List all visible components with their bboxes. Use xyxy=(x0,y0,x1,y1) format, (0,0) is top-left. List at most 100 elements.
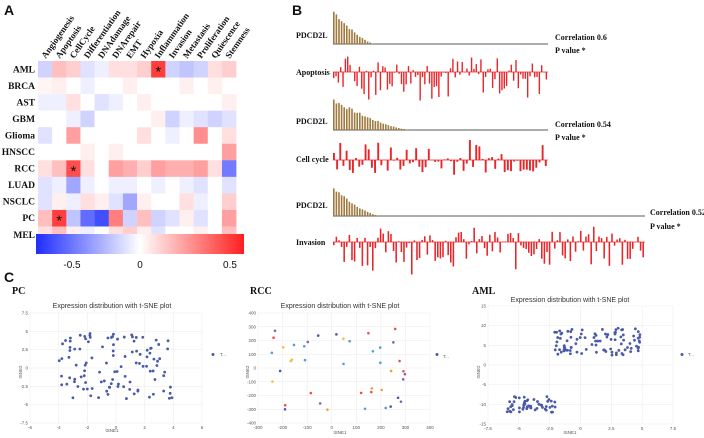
heatmap-cell xyxy=(179,127,194,145)
heatmap-cell xyxy=(38,127,53,145)
signature-bar xyxy=(505,72,508,86)
tsne-point xyxy=(393,327,397,331)
signature-bar xyxy=(396,64,398,72)
signature-bar xyxy=(498,72,501,94)
tsne-point xyxy=(628,342,632,345)
signature-bar xyxy=(509,233,512,242)
tsne-point xyxy=(67,355,71,359)
signature-bar xyxy=(342,72,344,87)
tsne-point xyxy=(97,396,100,399)
tsne-point xyxy=(162,389,166,393)
correlation-2: Correlation 0.54 xyxy=(555,120,611,129)
tsne-point xyxy=(78,347,82,351)
tsne-point xyxy=(518,406,521,410)
pdcd2l-bar xyxy=(366,117,369,130)
signature-bar xyxy=(452,58,454,72)
signature-bar xyxy=(408,242,410,244)
tsne-point xyxy=(78,333,82,337)
heatmap-cell xyxy=(66,143,81,161)
pdcd2l-bar xyxy=(359,208,361,216)
signature-bar xyxy=(489,68,491,72)
signature-bar xyxy=(561,242,564,256)
heatmap-cell xyxy=(179,110,194,128)
signature-bar xyxy=(340,67,342,72)
heatmap-cell xyxy=(207,127,223,145)
signature-bar xyxy=(517,72,520,89)
heatmap-cell xyxy=(80,209,95,227)
tsne-point xyxy=(402,369,405,373)
heatmap-cell xyxy=(66,110,81,128)
signature-bar xyxy=(541,145,544,160)
tsne-point xyxy=(543,407,547,411)
signature-bar xyxy=(379,228,382,242)
tsne-point xyxy=(168,391,172,395)
tsne-point xyxy=(73,380,76,384)
signature-bar xyxy=(484,72,487,77)
heatmap-cell xyxy=(151,160,166,178)
heatmap-cell xyxy=(207,176,223,194)
pdcd2l-bar xyxy=(364,116,366,130)
signature-bar xyxy=(382,66,384,72)
pdcd2l-bar xyxy=(366,211,369,216)
tsne-point xyxy=(604,350,608,353)
tsne-point xyxy=(273,329,277,333)
signature-bar xyxy=(487,69,489,72)
tsne-point xyxy=(106,392,110,396)
pvalue-2: P value * xyxy=(555,133,586,142)
heatmap-cell xyxy=(108,61,124,78)
signature-bar xyxy=(400,72,403,85)
tsne-point xyxy=(621,333,625,337)
heatmap-cell xyxy=(38,193,53,211)
signature-bar xyxy=(424,160,427,168)
tsne-point xyxy=(569,346,573,349)
pdcd2l-bar xyxy=(353,32,356,44)
signature-bar xyxy=(459,72,461,75)
tsne-point xyxy=(380,388,384,392)
signature-bar xyxy=(624,239,626,242)
tsne-point xyxy=(620,328,624,332)
tsne-point xyxy=(109,336,113,339)
tsne-point xyxy=(398,359,401,363)
signature-bar xyxy=(480,59,482,72)
tsne-point xyxy=(151,392,155,396)
signature-bar xyxy=(439,242,442,259)
tsne-point xyxy=(610,353,614,357)
tsne-point xyxy=(342,337,345,341)
tsne-point xyxy=(590,343,594,346)
tsne-point xyxy=(107,385,111,389)
signature-bar xyxy=(407,65,410,72)
tsne-y-tick: -5 xyxy=(482,382,486,387)
signature-bar xyxy=(466,68,468,72)
signature-bar xyxy=(522,160,525,170)
tsne-point xyxy=(569,335,573,339)
tsne-point xyxy=(605,335,609,339)
signature-bar xyxy=(440,160,443,169)
heatmap-cell xyxy=(52,94,67,111)
tsne-y-tick: 400 xyxy=(248,311,256,316)
signature-bar xyxy=(389,147,392,160)
signature-bar xyxy=(363,72,365,95)
tsne-point xyxy=(620,352,624,355)
signature-bar xyxy=(413,240,416,242)
heatmap-cell xyxy=(137,77,152,95)
heatmap-cell xyxy=(193,61,209,78)
significance-star: * xyxy=(56,213,62,230)
pdcd2l-bar xyxy=(372,214,374,216)
tsne-point xyxy=(579,332,583,336)
tsne-aml-xlabel: tSNE1 xyxy=(563,430,577,435)
signature-bar xyxy=(613,242,616,246)
heatmap-cell xyxy=(108,94,124,111)
heatmap-cell xyxy=(38,61,53,78)
tsne-point xyxy=(60,383,64,387)
tsne-point xyxy=(73,347,77,351)
heatmap-cell xyxy=(137,61,152,78)
tsne-point xyxy=(609,338,613,341)
signature-bar xyxy=(470,240,473,242)
tsne-point xyxy=(316,334,320,337)
tsne-point xyxy=(540,403,544,407)
signature-bar xyxy=(621,242,624,265)
tsne-point xyxy=(90,356,94,360)
tsne-point xyxy=(623,348,627,352)
heatmap-cell xyxy=(66,127,81,145)
